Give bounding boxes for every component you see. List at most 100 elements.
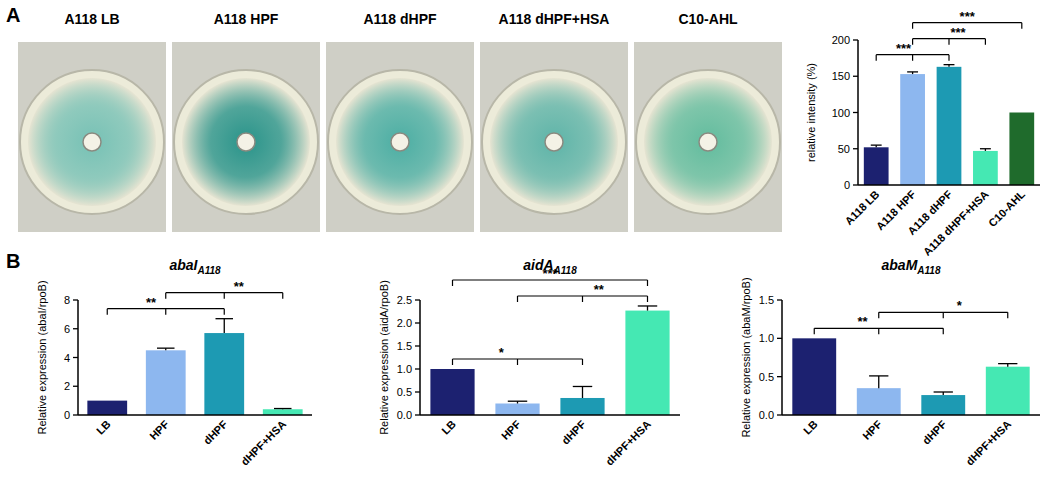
x-tick-label: HPF: [499, 418, 523, 442]
bracket-leg: [452, 359, 453, 365]
photo-label: A118 dHPF+HSA: [499, 11, 610, 27]
dish: [328, 70, 472, 214]
panel-label: A: [6, 4, 20, 26]
bracket-leg: [224, 309, 225, 315]
bar: [973, 151, 998, 185]
x-tick-label: dHPF: [201, 418, 230, 447]
error-bar: [508, 401, 527, 403]
error-cap: [573, 386, 592, 387]
bar: [87, 401, 127, 415]
significance-label: ***: [960, 9, 976, 24]
title-main: abaM: [882, 257, 918, 273]
bracket-leg: [647, 296, 648, 302]
bracket-leg: [452, 280, 453, 286]
significance-label: **: [594, 282, 605, 297]
y-tick-label: 2.0: [397, 317, 412, 329]
photo-label: A118 HPF: [214, 11, 279, 27]
x-axis: [78, 414, 312, 416]
bar: [1009, 113, 1034, 186]
error-bar: [934, 392, 953, 395]
y-axis-label: Relative expression (aidA/rpoB): [378, 280, 390, 435]
bar: [625, 311, 669, 415]
bracket-leg: [282, 293, 283, 299]
bar: [263, 409, 303, 415]
well: [391, 133, 409, 151]
y-tick-label: 4: [64, 352, 70, 364]
chart-title: abaIA118: [169, 257, 221, 276]
error-cap: [508, 401, 527, 402]
bar: [792, 338, 836, 415]
dish: [20, 70, 164, 214]
dish-photo: [18, 42, 166, 232]
y-tick-label: 2.5: [397, 294, 412, 306]
bar-chart: relative intensity (%)050100150200A118 L…: [805, 9, 1040, 258]
bracket-leg: [948, 55, 949, 61]
halo: [28, 78, 156, 206]
y-tick-label: 1.5: [397, 340, 412, 352]
bracket-leg: [582, 296, 583, 302]
bracket-leg: [517, 359, 518, 365]
bracket-leg: [912, 39, 913, 45]
error-bar: [638, 306, 657, 311]
bar: [857, 388, 901, 415]
bracket-leg: [107, 309, 108, 315]
y-tick-label: 0.0: [397, 409, 412, 421]
error-stem: [582, 386, 583, 398]
y-tick-label: 100: [832, 107, 850, 119]
bracket-leg: [1021, 23, 1022, 29]
well: [237, 133, 255, 151]
y-tick-label: 6: [64, 323, 70, 335]
bracket-leg: [985, 39, 986, 45]
x-axis: [782, 414, 1040, 416]
x-tick-label: A118 dHPF+HSA: [921, 188, 991, 258]
significance-bracket: [518, 296, 648, 302]
photo-label: C10-AHL: [678, 11, 738, 27]
y-axis: [857, 40, 859, 185]
bracket-leg: [878, 312, 879, 318]
significance-label: **: [234, 279, 245, 294]
significance-bracket: [814, 328, 943, 334]
dish: [482, 70, 626, 214]
y-axis-label: Relative expression (abaI/rpoB): [36, 280, 48, 434]
x-tick-label: LB: [439, 418, 458, 437]
significance-label: ***: [896, 41, 912, 56]
error-stem: [224, 319, 225, 333]
dish-photo: [634, 42, 782, 232]
marks: [792, 338, 1029, 415]
x-tick-label: HPF: [147, 418, 171, 442]
bar: [146, 350, 186, 415]
figure: ABA118 LBA118 HPFA118 dHPFA118 dHPF+HSAC…: [0, 0, 1050, 488]
error-bar: [869, 376, 888, 388]
photo-background: [172, 42, 320, 232]
photo-label: A118 LB: [64, 11, 119, 27]
halo: [490, 78, 618, 206]
error-bar: [573, 386, 592, 398]
x-tick-label: dHPF: [559, 418, 588, 447]
bracket-leg: [943, 312, 944, 318]
bracket-leg: [814, 328, 815, 334]
well: [545, 133, 563, 151]
significance-label: **: [146, 295, 157, 310]
y-tick-label: 8: [64, 294, 70, 306]
bracket-leg: [948, 39, 949, 45]
bracket-leg: [878, 328, 879, 334]
error-cap: [907, 71, 918, 72]
significance-bracket: [876, 55, 949, 61]
title-subscript: A118: [196, 265, 221, 276]
y-axis-label: Relative expression (abaM/rpoB): [740, 277, 752, 437]
error-cap: [871, 144, 882, 145]
well: [699, 133, 717, 151]
y-tick-label: 1.5: [759, 294, 774, 306]
bracket-leg: [165, 309, 166, 315]
photo-label: A118 dHPF: [363, 11, 437, 27]
y-tick-label: 0: [64, 409, 70, 421]
x-tick-label: dHPF+HSA: [603, 418, 653, 468]
chart-title: abaMA118: [882, 257, 941, 276]
y-tick-label: 0.5: [759, 371, 774, 383]
y-axis-label: relative intensity (%): [805, 63, 817, 162]
error-cap: [638, 305, 657, 306]
error-bar: [215, 319, 233, 333]
significance-bracket: [166, 293, 283, 299]
x-tick-label: LB: [94, 418, 113, 437]
bracket-leg: [224, 293, 225, 299]
